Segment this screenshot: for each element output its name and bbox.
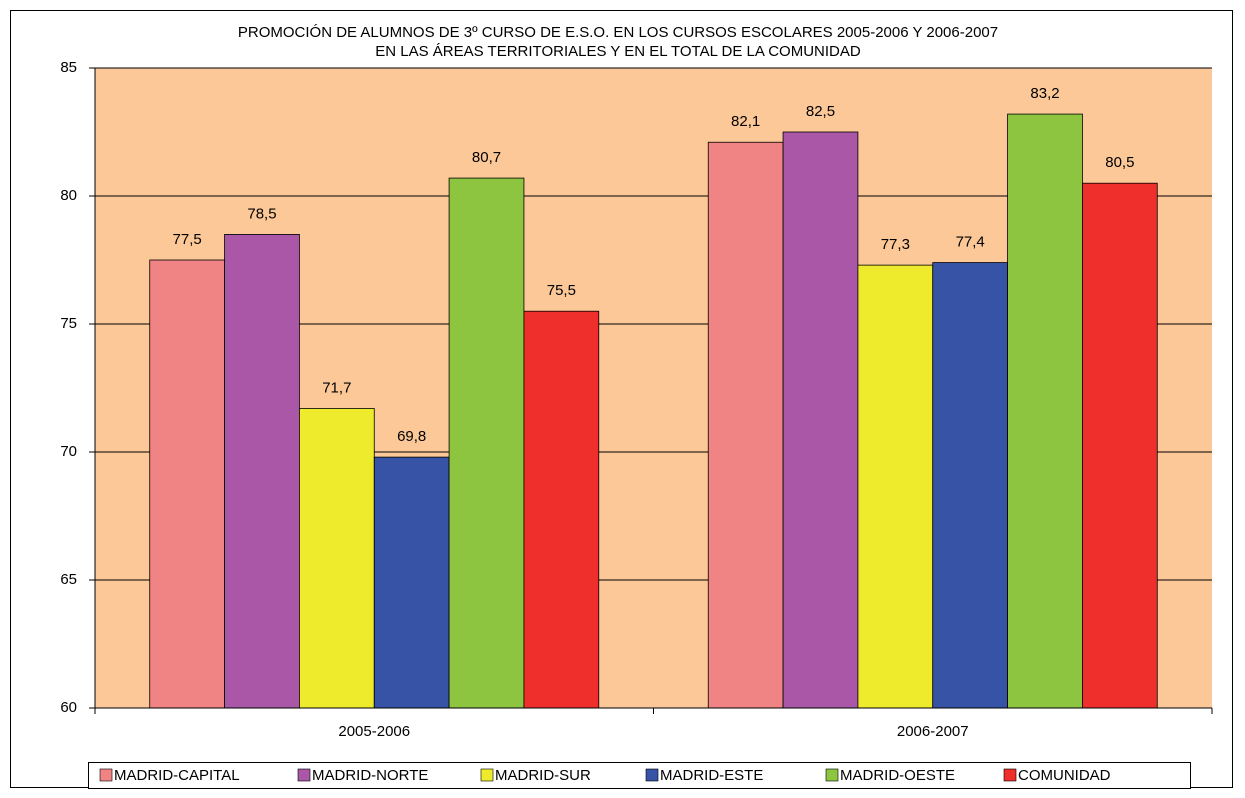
legend-label: MADRID-OESTE bbox=[840, 767, 955, 784]
value-label: 82,1 bbox=[731, 113, 760, 130]
y-tick-label: 65 bbox=[60, 571, 77, 588]
legend-label: MADRID-SUR bbox=[495, 767, 591, 784]
bar bbox=[782, 131, 859, 709]
y-tick-label: 60 bbox=[60, 699, 77, 716]
y-tick-label: 75 bbox=[60, 315, 77, 332]
y-tick-label: 85 bbox=[60, 59, 77, 76]
value-label: 77,4 bbox=[956, 234, 985, 251]
value-label: 77,5 bbox=[173, 231, 202, 248]
value-label: 69,8 bbox=[397, 428, 426, 445]
value-label: 80,7 bbox=[472, 149, 501, 166]
bar bbox=[224, 233, 300, 709]
value-label: 82,5 bbox=[806, 103, 835, 120]
value-label: 77,3 bbox=[881, 236, 910, 253]
legend-swatch bbox=[645, 768, 659, 782]
bar bbox=[707, 141, 784, 709]
bar bbox=[299, 408, 375, 709]
bar bbox=[1082, 182, 1158, 709]
value-label: 75,5 bbox=[547, 282, 576, 299]
bar bbox=[523, 310, 600, 709]
legend-label: MADRID-CAPITAL bbox=[114, 767, 240, 784]
value-label: 78,5 bbox=[247, 205, 276, 222]
x-tick-label: 2006-2007 bbox=[897, 723, 969, 740]
bar bbox=[149, 259, 225, 709]
bar bbox=[1007, 113, 1083, 709]
legend-swatch bbox=[297, 768, 311, 782]
legend-label: MADRID-NORTE bbox=[312, 767, 428, 784]
legend-label: MADRID-ESTE bbox=[660, 767, 763, 784]
bar bbox=[932, 262, 1008, 709]
value-label: 83,2 bbox=[1030, 85, 1059, 102]
y-tick-label: 70 bbox=[60, 443, 77, 460]
chart-title: PROMOCIÓN DE ALUMNOS DE 3º CURSO DE E.S.… bbox=[238, 24, 998, 41]
value-label: 80,5 bbox=[1105, 154, 1134, 171]
bar bbox=[448, 177, 525, 709]
legend-swatch bbox=[1003, 768, 1017, 782]
legend-swatch bbox=[99, 768, 113, 782]
legend-swatch bbox=[825, 768, 839, 782]
bar bbox=[373, 456, 450, 709]
legend-label: COMUNIDAD bbox=[1018, 767, 1111, 784]
chart-title: EN LAS ÁREAS TERRITORIALES Y EN EL TOTAL… bbox=[375, 43, 861, 60]
y-tick-label: 80 bbox=[60, 187, 77, 204]
bar bbox=[857, 264, 934, 709]
value-label: 71,7 bbox=[322, 379, 351, 396]
x-tick-label: 2005-2006 bbox=[338, 723, 410, 740]
legend-swatch bbox=[480, 768, 494, 782]
